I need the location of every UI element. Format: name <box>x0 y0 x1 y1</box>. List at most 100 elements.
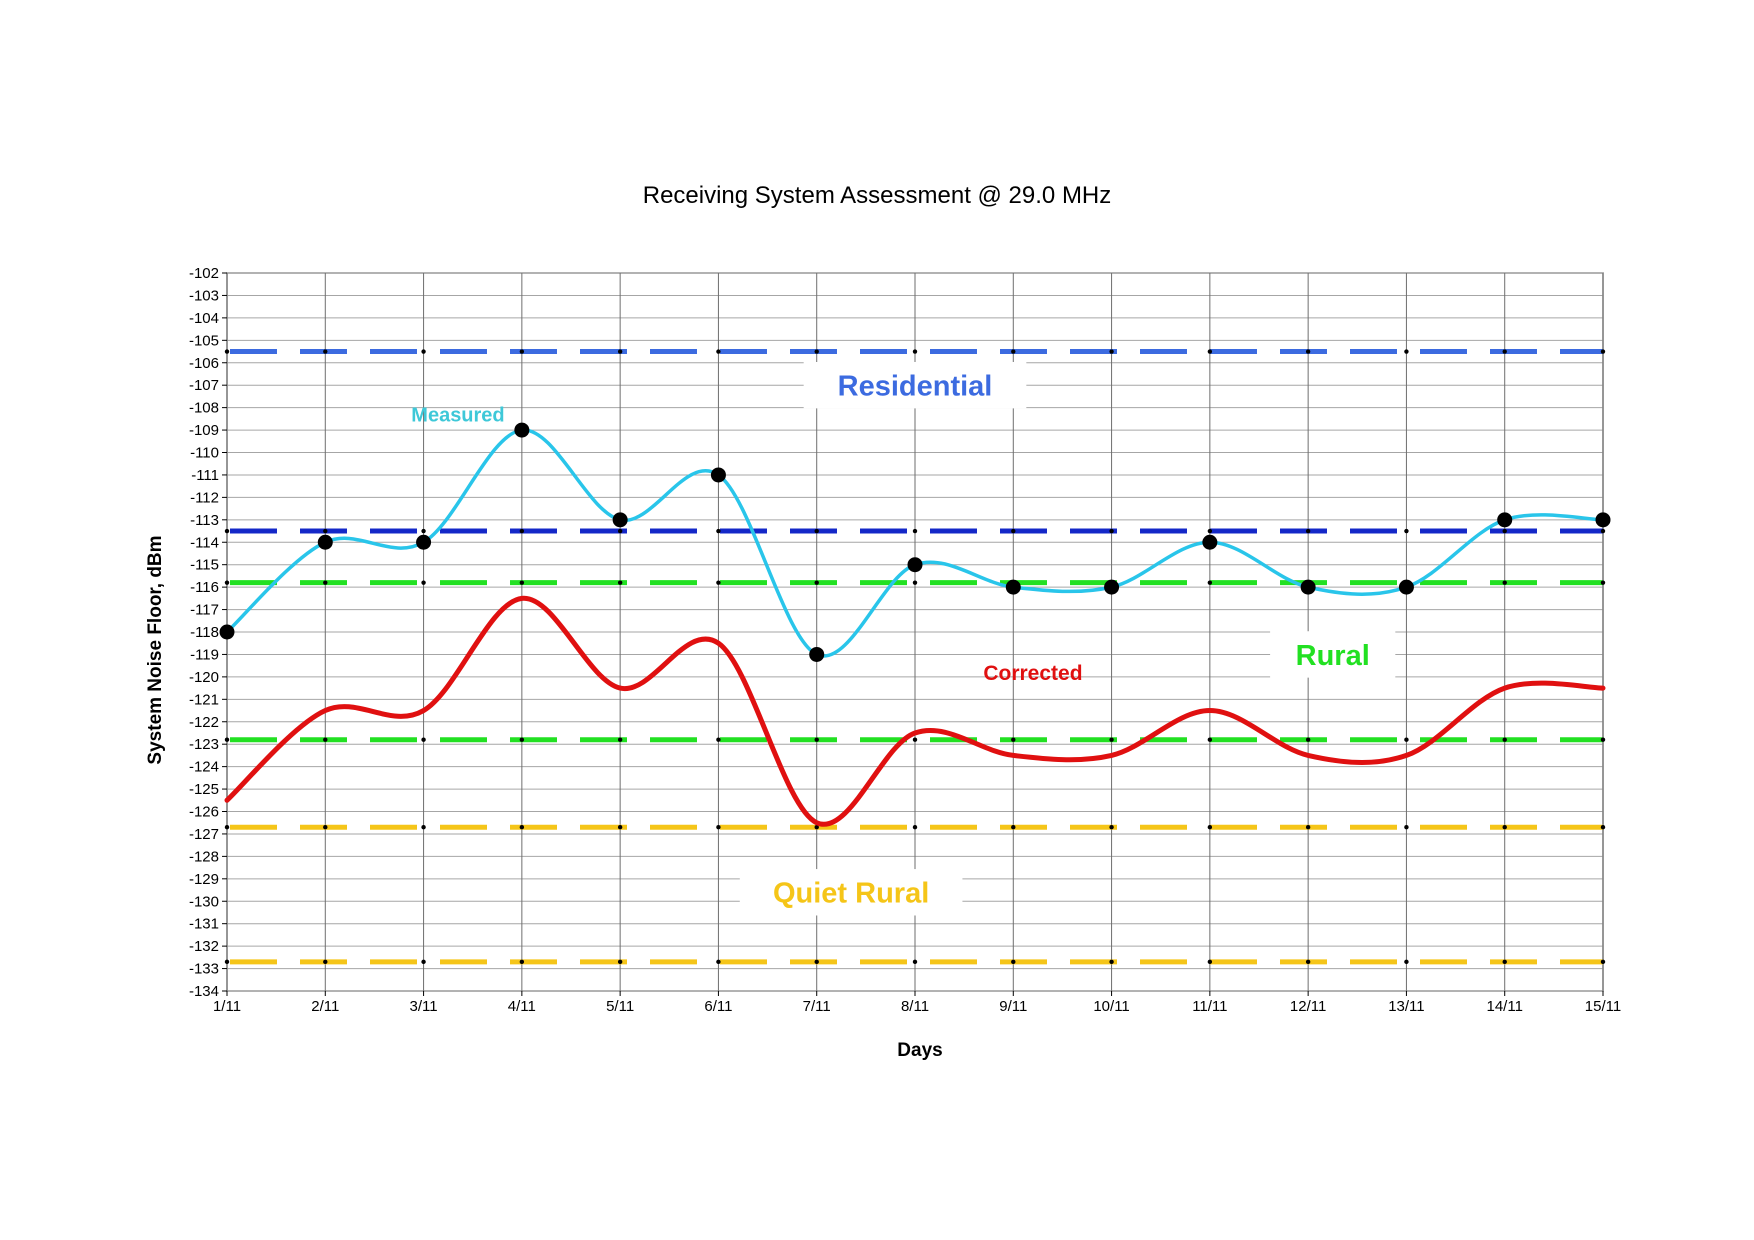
data-point-measured <box>1497 512 1513 528</box>
reference-line-tick <box>519 737 525 742</box>
y-tick-label: -123 <box>189 736 219 753</box>
reference-line-tick <box>1305 825 1311 830</box>
reference-line-tick <box>1305 959 1311 965</box>
series <box>224 428 1606 827</box>
y-tick-label: -132 <box>189 938 219 955</box>
reference-line-tick <box>1600 349 1606 354</box>
reference-line-tick <box>1207 580 1213 585</box>
y-tick-label: -105 <box>189 332 219 349</box>
chart-title: Receiving System Assessment @ 29.0 MHz <box>643 182 1112 209</box>
annotation-label: Rural <box>1296 640 1370 672</box>
annotation-box <box>803 361 1027 409</box>
reference-line-tick <box>1404 349 1409 354</box>
reference-line-tick <box>716 580 721 585</box>
reference-line-tick <box>716 528 721 534</box>
y-tick-label: -104 <box>189 310 219 327</box>
y-tick-label: -127 <box>189 826 219 843</box>
reference-line-tick <box>1207 959 1213 965</box>
x-tick-label: 6/11 <box>704 998 732 1015</box>
x-tick-label: 9/11 <box>999 998 1027 1015</box>
reference-line-tick <box>519 580 525 585</box>
y-tick-label: -112 <box>190 489 219 506</box>
x-tick-label: 11/11 <box>1192 998 1227 1015</box>
x-ticks: 1/11 2/11 3/11 4/11 5/11 6/11 7/11 8/11 9/11 10/1… <box>213 991 1621 1015</box>
reference-line-tick <box>1404 528 1409 534</box>
reference-line-tick <box>617 349 623 354</box>
reference-line-tick <box>421 959 426 965</box>
series-line-measured <box>225 428 1605 658</box>
y-tick-label: -108 <box>189 400 219 417</box>
data-point-measured <box>317 534 333 550</box>
annotations: Residential Measured Corrected Rural Quiet R… <box>411 361 1396 916</box>
annotation-label: Corrected <box>983 662 1082 685</box>
reference-line-tick <box>1502 349 1507 354</box>
y-tick-label: -126 <box>189 804 219 821</box>
reference-line <box>224 959 1606 965</box>
annotation-label: Quiet Rural <box>773 878 929 910</box>
reference-line-tick <box>421 737 426 742</box>
reference-line <box>224 737 1606 743</box>
reference-line-tick <box>1109 959 1114 965</box>
reference-line-tick <box>1011 737 1016 742</box>
reference-line-tick <box>912 737 918 742</box>
y-tick-label: -134 <box>189 983 219 1000</box>
reference-line-tick <box>224 580 230 585</box>
reference-line-tick <box>912 825 918 830</box>
reference-line-tick <box>814 580 819 585</box>
y-tick-label: -114 <box>190 534 219 551</box>
reference-line-tick <box>1207 528 1213 534</box>
y-tick-label: -129 <box>189 871 219 888</box>
reference-line-tick <box>617 959 623 965</box>
y-tick-label: -124 <box>189 759 219 776</box>
y-tick-label: -111 <box>191 467 219 484</box>
reference-line-tick <box>617 528 623 534</box>
y-tick-label: -122 <box>189 714 219 731</box>
y-tick-label: -107 <box>189 377 219 394</box>
annotation-label: Residential <box>838 371 993 403</box>
reference-line-tick <box>519 349 525 354</box>
data-point-measured <box>1202 534 1218 550</box>
annotation-box <box>739 869 963 916</box>
data-point-measured <box>1104 579 1120 595</box>
reference-line-tick <box>519 959 525 965</box>
reference-line-tick <box>1502 825 1507 830</box>
y-tick-label: -102 <box>189 265 219 282</box>
reference-line-tick <box>716 825 721 830</box>
reference-line-tick <box>1404 825 1409 830</box>
y-tick-label: -130 <box>189 893 219 910</box>
reference-line-tick <box>421 825 426 830</box>
reference-line-tick <box>1011 959 1016 965</box>
data-point-measured <box>907 557 923 573</box>
reference-line-tick <box>1305 528 1311 534</box>
reference-line-tick <box>1502 959 1507 965</box>
data-point-measured <box>612 512 628 528</box>
reference-line-tick <box>1502 580 1507 585</box>
reference-line-tick <box>814 737 819 742</box>
reference-line-tick <box>1600 528 1606 534</box>
x-tick-label: 14/11 <box>1486 998 1522 1015</box>
y-ticks: -102 -103 -104 -105 -106 -107 -108 -109 -110 -111… <box>189 265 227 1000</box>
reference-line-tick <box>1109 528 1114 534</box>
y-tick-label: -121 <box>189 691 219 708</box>
reference-line-tick <box>421 349 426 354</box>
y-tick-label: -106 <box>189 355 219 372</box>
reference-line-tick <box>421 580 426 585</box>
markers <box>219 422 1611 662</box>
data-point-measured <box>809 646 825 662</box>
y-tick-label: -110 <box>190 445 219 462</box>
x-tick-label: 4/11 <box>508 998 536 1015</box>
reference-line-tick <box>1011 528 1016 534</box>
reference-line-tick <box>323 528 328 534</box>
x-tick-label: 2/11 <box>311 998 339 1015</box>
reference-line-tick <box>224 825 230 830</box>
reference-line-tick <box>1600 959 1606 965</box>
reference-line-tick <box>1011 825 1016 830</box>
reference-line-tick <box>519 825 525 830</box>
y-tick-label: -113 <box>190 512 219 529</box>
reference-line-tick <box>716 349 721 354</box>
reference-line <box>224 824 1606 830</box>
reference-line-tick <box>1305 349 1311 354</box>
y-tick-label: -120 <box>189 669 219 686</box>
reference-line-tick <box>323 580 328 585</box>
